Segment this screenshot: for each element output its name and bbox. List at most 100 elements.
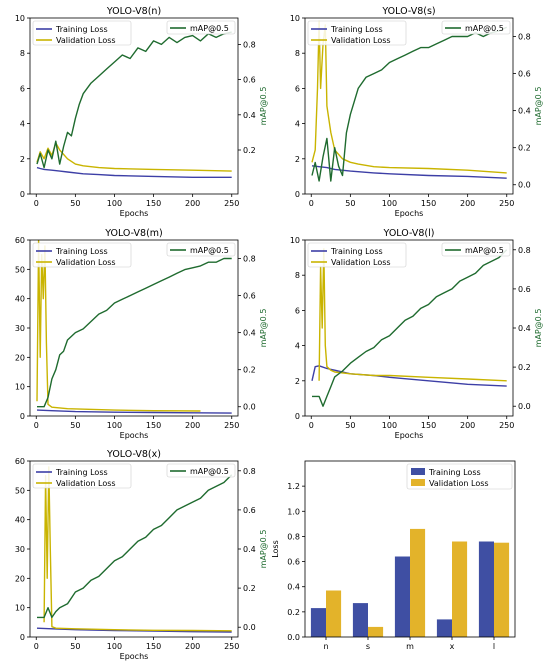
y-tick-label: 30: [15, 545, 25, 554]
series-line-map-0-5: [37, 474, 233, 619]
y2-tick-label: 0.2: [243, 584, 256, 593]
legend-left: Training Loss Validation Loss: [32, 20, 132, 46]
legend-right: mAP@0.5: [166, 463, 236, 478]
x-tick-label: 100: [107, 642, 122, 651]
series-group: [311, 248, 508, 407]
y-tick-label: 20: [15, 353, 25, 362]
y2-axis-label: mAP@0.5: [534, 309, 543, 348]
y2-tick-label: 0.8: [518, 33, 531, 42]
legend-label: Validation Loss: [56, 258, 116, 267]
legend-right: mAP@0.5: [441, 20, 511, 35]
x-tick-label: 200: [185, 642, 200, 651]
chart-title: YOLO-V8(s): [381, 6, 435, 17]
y2-tick-label: 0.2: [518, 144, 531, 153]
y-tick-label: 10: [15, 14, 25, 23]
y2-axis-label: mAP@0.5: [259, 530, 268, 569]
series-group: [36, 240, 232, 414]
series-line-validation-loss: [43, 466, 232, 632]
x-axis-label: Epochs: [395, 209, 424, 218]
chart-panel: 0 50 100 150 200 250 0 2 4 6 8 10 0.0 0.2 0.4 0.6 0.8 YOL…: [290, 6, 543, 218]
y2-tick-label: 0.6: [243, 292, 256, 301]
legend-right: Training Loss Validation Loss: [406, 463, 513, 490]
legend-label: Training Loss: [55, 468, 108, 477]
y-tick-label: 0: [295, 412, 300, 421]
legend-label: Validation Loss: [429, 479, 489, 488]
legend-label: mAP@0.5: [465, 246, 504, 255]
y2-tick-label: 0.8: [243, 255, 256, 264]
chart-panel: n s m x l 0.0 0.2 0.4 0.6 0.8 1.0 1.2 Loss Training L…: [271, 460, 516, 651]
bar-x-training: [436, 619, 452, 637]
series-group: [36, 466, 233, 633]
bar-s-validation: [368, 626, 384, 637]
y-tick-label: 60: [15, 457, 25, 466]
legend-label: Training Loss: [330, 25, 383, 34]
y-tick-label: 10: [290, 14, 300, 23]
series-group: [36, 31, 232, 179]
y-tick-label: 0.0: [287, 633, 300, 642]
x-tick-label: 100: [382, 199, 397, 208]
x-tick-label: 250: [499, 199, 514, 208]
x-tick-label: 200: [185, 421, 200, 430]
x-tick-label: 100: [107, 421, 122, 430]
y-tick-label: 0: [20, 633, 25, 642]
bar-s-training: [352, 603, 368, 637]
x-tick-label: 250: [499, 421, 514, 430]
x-tick-label: 250: [224, 199, 239, 208]
legend-left: Training Loss Validation Loss: [307, 242, 407, 268]
legend-label: mAP@0.5: [190, 24, 229, 33]
legend-label: Training Loss: [55, 25, 108, 34]
y-axis-label: Loss: [271, 540, 280, 558]
y2-tick-label: 0.0: [243, 403, 256, 412]
x-tick-label: 0: [34, 199, 39, 208]
legend-label: Training Loss: [330, 247, 383, 256]
y-tick-label: 10: [15, 604, 25, 613]
x-axis-label: Epochs: [395, 431, 424, 440]
legend-box: [307, 242, 407, 268]
legend-box: [32, 463, 132, 489]
x-tick-label: 150: [421, 199, 436, 208]
y-tick-label: 6: [20, 84, 25, 93]
y2-tick-label: 0.8: [518, 246, 531, 255]
bar-m-validation: [410, 528, 426, 637]
legend-box: [166, 463, 236, 478]
y-tick-label: 0.8: [287, 532, 300, 541]
x-tick-label: 150: [146, 421, 161, 430]
x-tick-label: 50: [70, 199, 80, 208]
y-tick-label: 1.2: [287, 482, 300, 491]
x-tick-label: n: [323, 642, 328, 651]
series-line-training-loss: [311, 165, 507, 179]
y-tick-label: 0.4: [287, 583, 300, 592]
legend-left: Training Loss Validation Loss: [32, 463, 132, 489]
bar-n-training: [310, 608, 326, 637]
y-tick-label: 2: [295, 377, 300, 386]
y2-tick-label: 0.6: [518, 70, 531, 79]
legend-right: mAP@0.5: [441, 242, 511, 257]
plot-frame: [29, 17, 239, 195]
bar-n-validation: [326, 590, 342, 637]
chart-title: YOLO-V8(x): [106, 449, 161, 460]
x-axis-label: Epochs: [120, 209, 149, 218]
legend-label: Training Loss: [428, 468, 481, 477]
x-tick-label: 200: [460, 421, 475, 430]
y-tick-label: 40: [15, 295, 25, 304]
y-tick-label: 20: [15, 574, 25, 583]
chart-title: YOLO-V8(n): [106, 6, 161, 17]
y2-axis-label: mAP@0.5: [259, 309, 268, 348]
legend-box: [32, 242, 132, 268]
series-line-training-loss: [36, 627, 232, 633]
legend-left: Training Loss Validation Loss: [32, 242, 132, 268]
legend-box: [166, 242, 236, 257]
legend-box: [441, 20, 511, 35]
y-tick-label: 4: [295, 342, 300, 351]
x-tick-label: 200: [185, 199, 200, 208]
chart-panel: 0 50 100 150 200 250 0 2 4 6 8 10 0.0 0.2 0.4 0.6 0.8 YOL…: [290, 228, 543, 440]
series-line-validation-loss: [318, 248, 507, 382]
y-tick-label: 2: [295, 155, 300, 164]
y-tick-label: 2: [20, 155, 25, 164]
bar-l-training: [478, 541, 494, 637]
y-tick-label: 8: [20, 49, 25, 58]
y2-tick-label: 0.0: [243, 623, 256, 632]
y2-tick-label: 0.4: [243, 545, 256, 554]
y-tick-label: 4: [295, 120, 300, 129]
